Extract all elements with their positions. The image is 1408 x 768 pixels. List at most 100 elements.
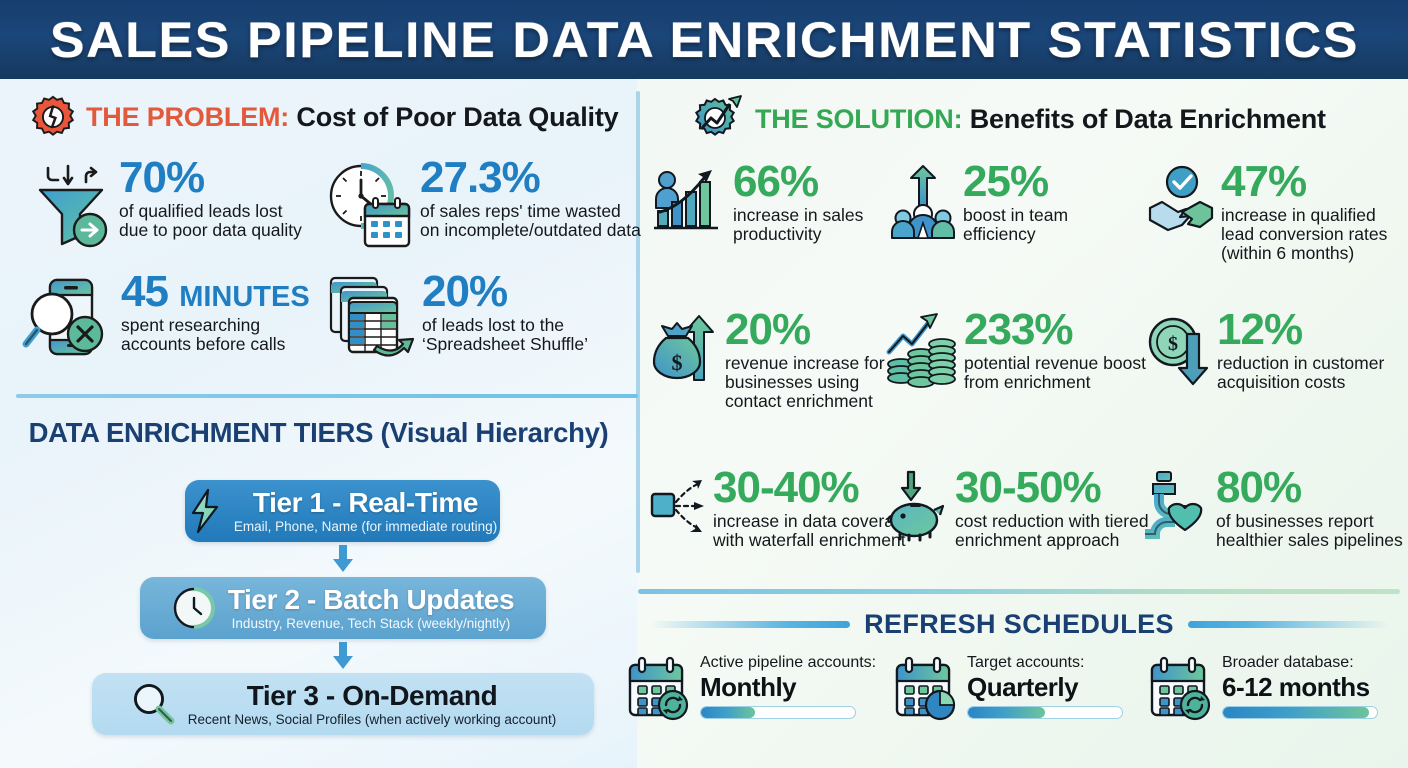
problem-panel	[0, 79, 637, 768]
refresh-item-3-progress	[1222, 706, 1378, 720]
stat-solution-2-number: 25%	[963, 157, 1049, 206]
stat-solution-5-body: 233% potential revenue boost from enrich…	[964, 305, 1146, 393]
clock-calendar-icon	[325, 160, 413, 252]
tiers-title: DATA ENRICHMENT TIERS (Visual Hierarchy)	[28, 417, 609, 448]
stat-solution-4: $ 20% revenue increase for businesses us…	[652, 305, 885, 412]
refresh-item-3-body: Broader database: 6-12 months	[1222, 654, 1378, 720]
tier-3-card[interactable]: Tier 3 - On-Demand Recent News, Social P…	[92, 673, 594, 735]
calendar-pie-icon	[893, 655, 959, 721]
team-up-arrow-icon	[890, 164, 956, 239]
stat-solution-9-desc: of businesses report healthier sales pip…	[1216, 511, 1403, 551]
stat-problem-2-number: 27.3%	[420, 153, 541, 202]
stat-solution-1-number: 66%	[733, 157, 819, 206]
stat-solution-7-number: 30-40%	[713, 463, 860, 512]
stat-problem-2: 27.3% of sales reps' time wasted on inco…	[325, 153, 641, 252]
stat-solution-9: 80% of businesses report healthier sales…	[1143, 463, 1403, 551]
stat-solution-3-number: 47%	[1221, 157, 1307, 206]
calendar-sync-icon	[626, 655, 692, 721]
stat-problem-2-desc: of sales reps' time wasted on incomplete…	[420, 201, 641, 241]
tier-1-sub: Email, Phone, Name (for immediate routin…	[233, 518, 498, 534]
refresh-item-2-value: Quarterly	[967, 671, 1079, 702]
solution-accent-label: THE SOLUTION:	[755, 103, 963, 134]
tier-1-text: Tier 1 - Real-Time Email, Phone, Name (f…	[233, 486, 498, 535]
stat-solution-4-number: 20%	[725, 305, 811, 354]
refresh-item-3: Broader database: 6-12 months	[1148, 654, 1378, 721]
clock-icon	[172, 586, 216, 630]
stat-solution-5-desc: potential revenue boost from enrichment	[964, 353, 1146, 393]
stat-solution-8: 30-50% cost reduction with tiered enrich…	[886, 465, 1149, 551]
stat-solution-7-body: 30-40% increase in data coverage with wa…	[713, 463, 914, 551]
svg-text:$: $	[672, 350, 683, 375]
stat-problem-4-number: 20%	[422, 267, 508, 316]
stat-solution-9-body: 80% of businesses report healthier sales…	[1216, 463, 1403, 551]
solution-rest-label: Benefits of Data Enrichment	[962, 103, 1326, 134]
refresh-item-2-body: Target accounts: Quarterly	[967, 654, 1123, 720]
funnel-leak-icon	[28, 160, 112, 252]
handshake-check-icon	[1148, 164, 1214, 238]
stat-problem-3-body: 45 MINUTES spent researching accounts be…	[121, 270, 310, 355]
problem-heading-text: THE PROBLEM: Cost of Poor Data Quality	[86, 101, 619, 133]
stat-solution-4-desc: revenue increase for businesses using co…	[725, 353, 885, 412]
stat-solution-9-number: 80%	[1216, 463, 1302, 512]
stat-problem-2-body: 27.3% of sales reps' time wasted on inco…	[420, 153, 641, 241]
phone-search-x-icon	[22, 274, 114, 362]
stat-solution-5-number: 233%	[964, 305, 1074, 354]
solution-heading: THE SOLUTION: Benefits of Data Enrichmen…	[693, 94, 1326, 144]
stat-solution-7-desc: increase in data coverage with waterfall…	[713, 511, 914, 551]
stat-solution-6: $ 12% reduction in customer acquisition …	[1148, 305, 1385, 393]
stat-problem-1-body: 70% of qualified leads lost due to poor …	[119, 153, 302, 241]
svg-text:$: $	[1168, 333, 1178, 355]
tier-1-name: Tier 1 - Real-Time	[252, 486, 479, 518]
bar-chart-person-icon	[652, 164, 726, 238]
magnifier-icon	[130, 682, 176, 726]
stat-problem-3-desc: spent researching accounts before calls	[121, 315, 286, 355]
refresh-item-1: Active pipeline accounts: Monthly	[626, 654, 877, 721]
stat-problem-1: 70% of qualified leads lost due to poor …	[28, 153, 302, 252]
coin-down-arrow-icon: $	[1148, 312, 1210, 386]
refresh-rule-right	[1187, 620, 1388, 628]
spreadsheet-arrow-icon	[327, 274, 415, 360]
problem-rest-label: Cost of Poor Data Quality	[289, 101, 619, 132]
tier-arrow-1	[333, 545, 353, 572]
stat-solution-8-desc: cost reduction with tiered enrichment ap…	[955, 511, 1149, 551]
stat-problem-1-desc: of qualified leads lost due to poor data…	[119, 201, 302, 241]
tier-2-name: Tier 2 - Batch Updates	[227, 583, 515, 615]
gear-growth-icon	[693, 94, 745, 144]
refresh-item-1-value: Monthly	[700, 671, 797, 702]
stat-problem-3-value: 45	[121, 267, 169, 316]
stat-solution-2: 25% boost in team efficiency	[890, 157, 1069, 245]
stat-solution-6-desc: reduction in customer acquisition costs	[1217, 353, 1385, 393]
broken-gear-icon	[30, 94, 76, 140]
stat-solution-2-desc: boost in team efficiency	[963, 205, 1069, 245]
stat-solution-7: 30-40% increase in data coverage with wa…	[650, 463, 914, 551]
page-title: SALES PIPELINE DATA ENRICHMENT STATISTIC…	[49, 11, 1359, 68]
stat-solution-1-desc: increase in sales productivity	[733, 205, 864, 245]
tier-3-sub: Recent News, Social Profiles (when activ…	[187, 711, 557, 727]
stat-solution-6-number: 12%	[1217, 305, 1303, 354]
stat-problem-1-number: 70%	[119, 153, 205, 202]
stat-solution-1: 66% increase in sales productivity	[652, 157, 864, 245]
tier-3-text: Tier 3 - On-Demand Recent News, Social P…	[187, 679, 557, 728]
page-header: SALES PIPELINE DATA ENRICHMENT STATISTIC…	[0, 0, 1408, 79]
stat-problem-3-number: 45 MINUTES	[121, 270, 310, 314]
stat-solution-5: 233% potential revenue boost from enrich…	[885, 305, 1146, 393]
refresh-item-1-label: Active pipeline accounts:	[700, 654, 877, 671]
stat-solution-2-body: 25% boost in team efficiency	[963, 157, 1069, 245]
problem-heading: THE PROBLEM: Cost of Poor Data Quality	[30, 94, 619, 140]
refresh-item-3-value: 6-12 months	[1222, 671, 1370, 702]
tier-1-card[interactable]: Tier 1 - Real-Time Email, Phone, Name (f…	[185, 480, 500, 542]
refresh-title: REFRESH SCHEDULES	[864, 608, 1174, 639]
vertical-divider	[636, 91, 640, 573]
refresh-rule-left	[650, 620, 851, 628]
piggy-bank-down-icon	[886, 470, 948, 542]
tier-arrow-2	[333, 642, 353, 669]
money-bag-arrow-icon: $	[652, 312, 718, 386]
data-fanout-icon	[650, 470, 706, 536]
tier-2-card[interactable]: Tier 2 - Batch Updates Industry, Revenue…	[140, 577, 546, 639]
stat-solution-6-body: 12% reduction in customer acquisition co…	[1217, 305, 1385, 393]
tier-3-name: Tier 3 - On-Demand	[246, 679, 498, 711]
refresh-item-2-label: Target accounts:	[967, 654, 1085, 671]
stat-problem-4-body: 20% of leads lost to the ‘Spreadsheet Sh…	[422, 267, 588, 354]
refresh-item-2: Target accounts: Quarterly	[893, 654, 1123, 721]
